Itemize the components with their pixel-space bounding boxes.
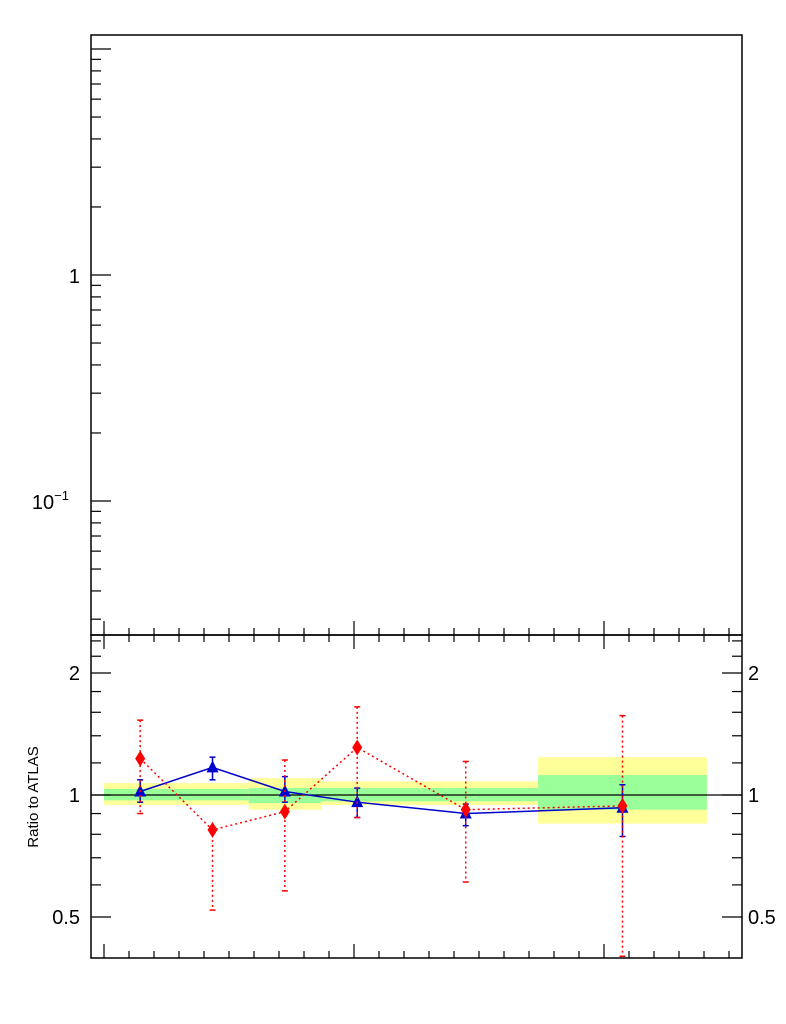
data-point-diamond [352,739,363,756]
lower-plot-frame [90,634,743,959]
lower-y-tick-label-right: 1 [748,785,759,807]
lower-y-tick-label-right: 0.5 [748,907,776,929]
upper-y-ticks [91,48,111,620]
data-point-triangle [206,760,219,773]
data-point-diamond [135,750,146,767]
upper-x-ticks [103,621,730,635]
lower-y-tick-label-left: 2 [69,663,80,685]
upper-y-tick-label-0.1: 10−1 [32,488,69,514]
lower-y-tick-labels: 2 2 1 1 0.5 0.5 [52,663,776,929]
lower-x-ticks [103,635,730,958]
upper-y-tick-label-1: 1 [69,266,80,288]
lower-y-ticks [91,640,742,918]
data-point-diamond [460,801,471,818]
series-diamond [135,706,628,958]
lower-y-tick-label-left: 1 [69,785,80,807]
upper-y-tick-label-exponent: −1 [54,488,69,503]
data-point-diamond [617,797,628,814]
series-line-triangle [139,766,623,815]
data-point-triangle [351,795,364,808]
lower-panel: Ratio to ATLAS 2 2 1 1 0.5 0.5 [25,634,776,959]
lower-y-axis-title: Ratio to ATLAS [25,746,42,847]
series-layer [134,706,629,958]
upper-y-tick-label-base: 10 [32,492,54,514]
data-point-diamond [207,821,218,838]
upper-panel: 1 10−1 [32,34,743,636]
lower-y-tick-label-left: 0.5 [52,907,80,929]
data-point-diamond [279,803,290,820]
lower-y-tick-label-right: 2 [748,663,759,685]
